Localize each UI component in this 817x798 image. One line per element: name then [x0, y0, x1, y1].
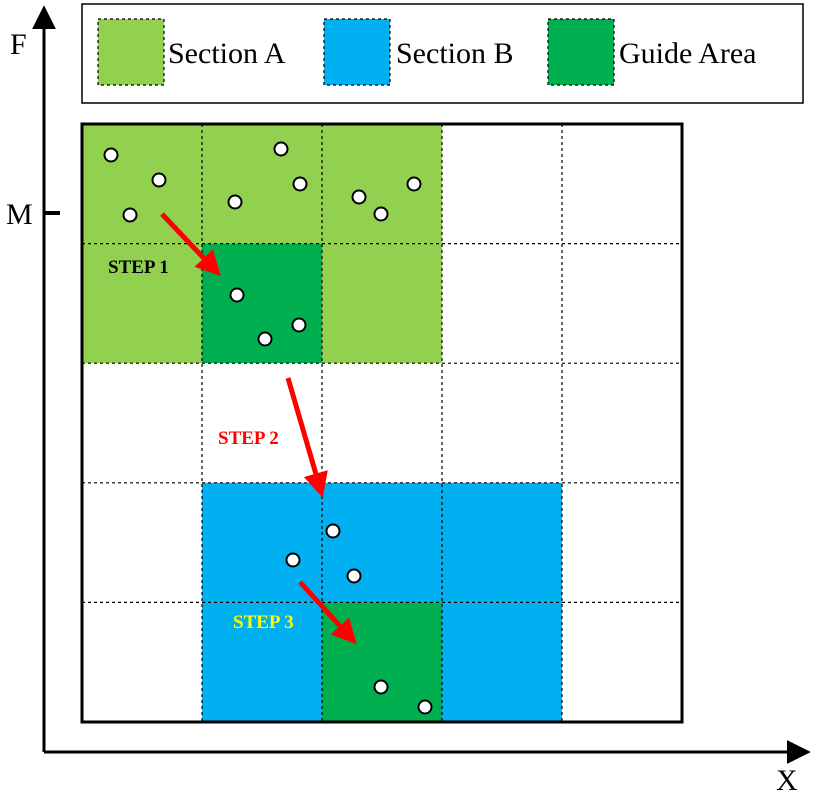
point [291, 317, 307, 333]
step-1-arrow [160, 212, 221, 277]
point [103, 147, 119, 163]
grid-cell [442, 602, 562, 722]
legend-label-guide-area: Guide Area [619, 37, 756, 70]
grid-cell [442, 124, 562, 244]
point [406, 176, 422, 192]
legend-label-section-b: Section B [396, 37, 514, 70]
point [351, 189, 367, 205]
point [292, 176, 308, 192]
point [229, 287, 245, 303]
point [373, 206, 389, 222]
grid-cell [442, 363, 562, 483]
step-1-label: STEP 1 [108, 257, 169, 278]
grid-cell [322, 124, 442, 244]
grid-cell [82, 482, 202, 603]
grid-cell [82, 602, 202, 722]
point [325, 523, 341, 539]
grid-border [80, 122, 684, 724]
step-2-arrow [285, 377, 328, 498]
grid-cell [82, 243, 202, 364]
grid-cell [442, 482, 562, 603]
point [273, 141, 289, 157]
legend-swatch-section-a [97, 18, 165, 86]
y-axis-label: F [10, 28, 27, 61]
point [373, 679, 389, 695]
grid-cell [562, 602, 682, 722]
points [103, 141, 433, 715]
grid-cell [562, 124, 682, 244]
y-axis-tick-label: M [6, 198, 33, 231]
grid-cell [322, 482, 442, 603]
grid-cell [82, 124, 202, 244]
grid [82, 124, 682, 722]
point [417, 699, 433, 715]
grid-cell [562, 243, 682, 364]
step-2-label: STEP 2 [218, 428, 279, 449]
point [122, 207, 138, 223]
point [151, 172, 167, 188]
grid-cell [322, 363, 442, 483]
point [257, 331, 273, 347]
point [285, 552, 301, 568]
legend-frame [81, 3, 804, 104]
grid-cell [82, 363, 202, 483]
grid-cell [322, 243, 442, 364]
legend-label-section-a: Section A [168, 37, 286, 70]
grid-cell [202, 363, 322, 483]
legend-swatch-section-b [323, 18, 391, 86]
grid-lines [82, 124, 682, 722]
step-3-arrow [298, 580, 357, 645]
point [346, 568, 362, 584]
grid-cell [202, 602, 322, 722]
grid-cell [442, 243, 562, 364]
grid-cell [562, 363, 682, 483]
legend: Section A Section B Guide Area [81, 3, 804, 104]
legend-swatch-guide-area [547, 18, 615, 86]
grid-cell [562, 482, 682, 603]
x-axis-label: X [776, 764, 798, 797]
point [227, 194, 243, 210]
step-3-label: STEP 3 [233, 612, 294, 633]
